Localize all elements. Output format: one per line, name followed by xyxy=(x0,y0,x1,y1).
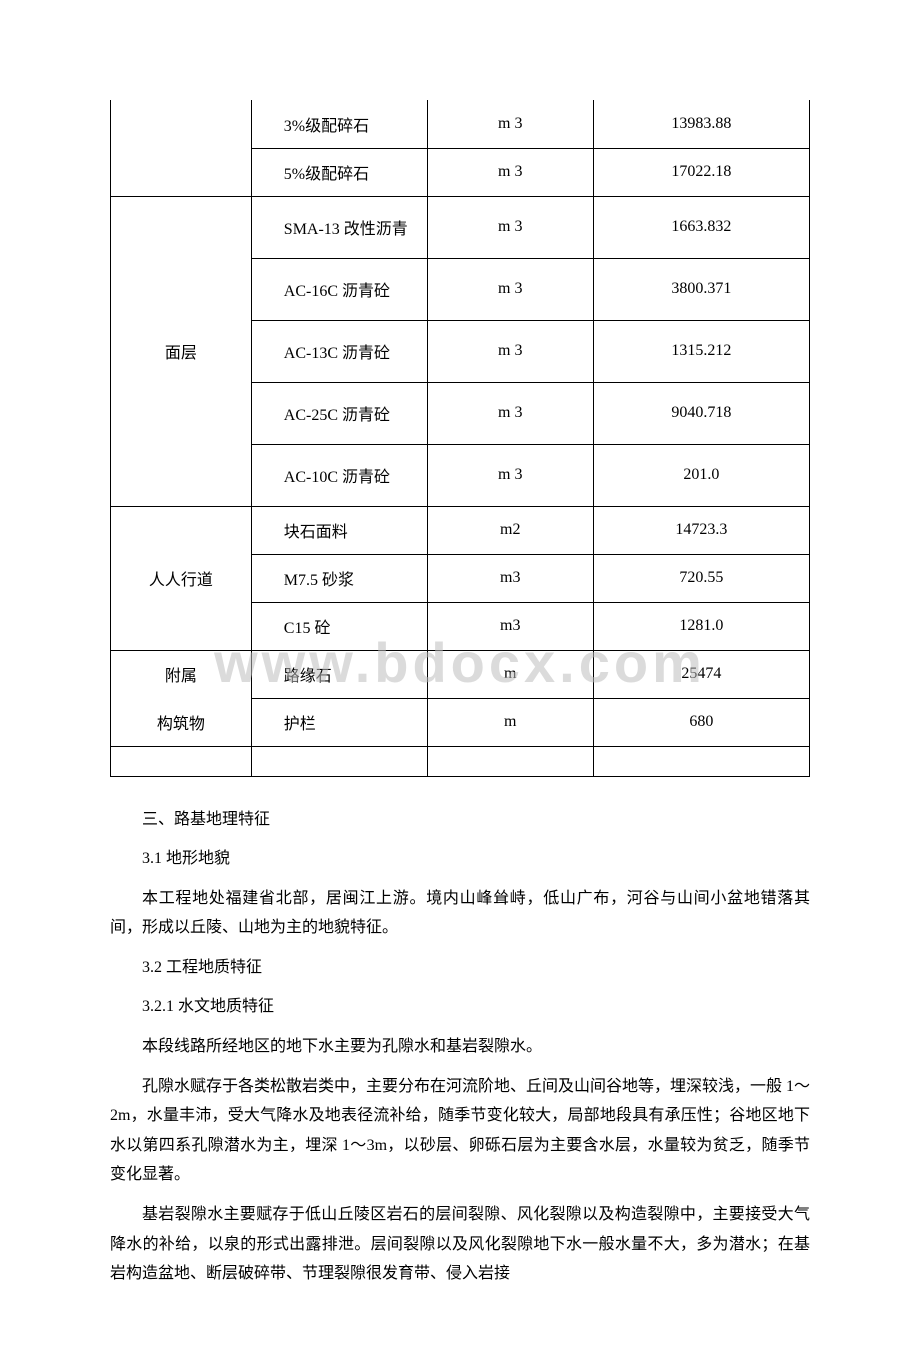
table-cell-quantity: 720.55 xyxy=(593,554,809,602)
table-cell-unit: m3 xyxy=(427,602,593,650)
table-cell-category: 构筑物 xyxy=(111,698,252,746)
table-empty-row xyxy=(111,746,810,776)
table-cell-item: 块石面料 xyxy=(251,506,427,554)
table-row: 面层SMA-13 改性沥青m 31663.832 xyxy=(111,196,810,258)
table-cell-item: M7.5 砂浆 xyxy=(251,554,427,602)
table-cell-category xyxy=(111,100,252,196)
table-cell-unit: m xyxy=(427,698,593,746)
table-cell-quantity: 201.0 xyxy=(593,444,809,506)
body-paragraph: 本段线路所经地区的地下水主要为孔隙水和基岩裂隙水。 xyxy=(110,1032,810,1062)
table-cell-item: 5%级配碎石 xyxy=(251,148,427,196)
table-cell-quantity: 9040.718 xyxy=(593,382,809,444)
table-cell-quantity: 17022.18 xyxy=(593,148,809,196)
document-page: 3%级配碎石m 313983.885%级配碎石m 317022.18面层SMA-… xyxy=(0,0,920,1359)
table-cell-item: SMA-13 改性沥青 xyxy=(251,196,427,258)
table-cell-category: 人人行道 xyxy=(111,506,252,650)
table-cell-quantity: 1315.212 xyxy=(593,320,809,382)
table-cell-quantity: 14723.3 xyxy=(593,506,809,554)
table-cell-item: AC-10C 沥青砼 xyxy=(251,444,427,506)
table-row: 附属路缘石m25474 xyxy=(111,650,810,698)
body-paragraph: 孔隙水赋存于各类松散岩类中，主要分布在河流阶地、丘间及山间谷地等，埋深较浅，一般… xyxy=(110,1072,810,1190)
table-cell-unit: m 3 xyxy=(427,196,593,258)
table-cell-unit: m3 xyxy=(427,554,593,602)
table-cell-category: 面层 xyxy=(111,196,252,506)
table-cell-category: 附属 xyxy=(111,650,252,698)
table-cell-item: 3%级配碎石 xyxy=(251,100,427,148)
table-cell-unit: m 3 xyxy=(427,382,593,444)
table-row: 3%级配碎石m 313983.88 xyxy=(111,100,810,148)
table-cell-unit: m 3 xyxy=(427,100,593,148)
subsection-heading: 3.2 工程地质特征 xyxy=(110,953,810,983)
table-cell-unit: m 3 xyxy=(427,258,593,320)
body-paragraph: 基岩裂隙水主要赋存于低山丘陵区岩石的层间裂隙、风化裂隙以及构造裂隙中，主要接受大… xyxy=(110,1200,810,1289)
table-cell-unit: m2 xyxy=(427,506,593,554)
table-cell-item: C15 砼 xyxy=(251,602,427,650)
table-row: 构筑物护栏m680 xyxy=(111,698,810,746)
subsubsection-heading: 3.2.1 水文地质特征 xyxy=(110,992,810,1022)
table-cell-unit: m 3 xyxy=(427,148,593,196)
table-cell-quantity: 1663.832 xyxy=(593,196,809,258)
table-cell-item: AC-13C 沥青砼 xyxy=(251,320,427,382)
table-cell-quantity: 680 xyxy=(593,698,809,746)
section-heading: 三、路基地理特征 xyxy=(110,805,810,835)
table-cell-unit: m 3 xyxy=(427,444,593,506)
subsection-heading: 3.1 地形地貌 xyxy=(110,844,810,874)
table-cell-item: AC-16C 沥青砼 xyxy=(251,258,427,320)
table-cell-item: 护栏 xyxy=(251,698,427,746)
table-cell-unit: m xyxy=(427,650,593,698)
quantities-table: 3%级配碎石m 313983.885%级配碎石m 317022.18面层SMA-… xyxy=(110,100,810,777)
table-cell-unit: m 3 xyxy=(427,320,593,382)
table-cell-item: 路缘石 xyxy=(251,650,427,698)
table-cell-quantity: 3800.371 xyxy=(593,258,809,320)
table-row: 人人行道块石面料m214723.3 xyxy=(111,506,810,554)
table-cell-quantity: 13983.88 xyxy=(593,100,809,148)
table-cell-item: AC-25C 沥青砼 xyxy=(251,382,427,444)
table-cell-quantity: 1281.0 xyxy=(593,602,809,650)
table-cell-quantity: 25474 xyxy=(593,650,809,698)
body-paragraph: 本工程地处福建省北部，居闽江上游。境内山峰耸峙，低山广布，河谷与山间小盆地错落其… xyxy=(110,884,810,943)
